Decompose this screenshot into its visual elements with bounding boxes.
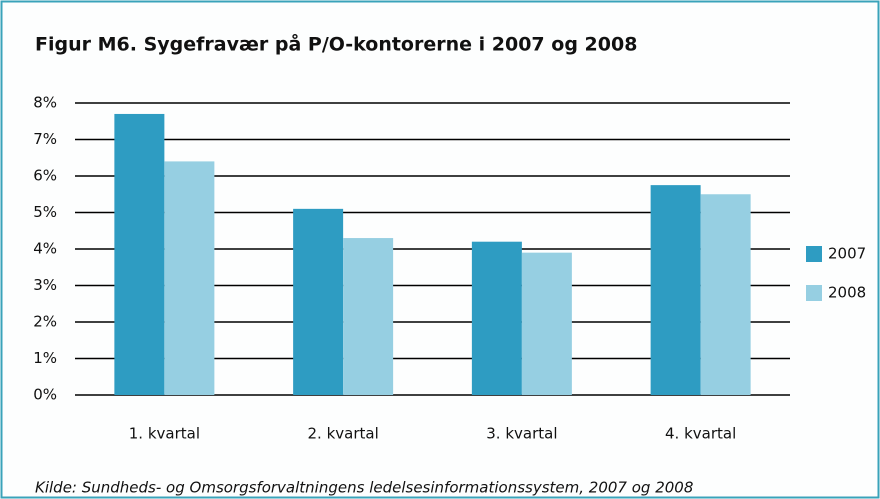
bar — [343, 238, 394, 395]
x-tick-label: 3. kvartal — [486, 425, 557, 443]
y-tick-label: 2% — [33, 313, 57, 331]
y-tick-label: 6% — [33, 167, 57, 185]
bar — [114, 113, 165, 395]
y-tick-label: 3% — [33, 276, 57, 294]
legend-label: 2008 — [828, 284, 866, 302]
y-tick-label: 1% — [33, 349, 57, 367]
bar — [164, 161, 215, 395]
x-tick-label: 1. kvartal — [129, 425, 200, 443]
y-tick-label: 8% — [33, 94, 57, 112]
x-tick-label: 2. kvartal — [308, 425, 379, 443]
legend-swatch — [806, 246, 822, 262]
bar — [650, 185, 701, 395]
y-tick-label: 7% — [33, 130, 57, 148]
x-tick-label: 4. kvartal — [665, 425, 736, 443]
bar — [700, 194, 751, 395]
bar — [471, 241, 522, 395]
chart-title: Figur M6. Sygefravær på P/O-kontorerne i… — [35, 32, 637, 56]
legend-label: 2007 — [828, 245, 866, 263]
y-tick-label: 0% — [33, 386, 57, 404]
bar — [521, 252, 572, 395]
legend-swatch — [806, 285, 822, 301]
y-tick-label: 4% — [33, 240, 57, 258]
source: Kilde: Sundheds- og Omsorgsforvaltningen… — [35, 479, 693, 497]
y-tick-label: 5% — [33, 203, 57, 221]
bar — [293, 208, 344, 395]
